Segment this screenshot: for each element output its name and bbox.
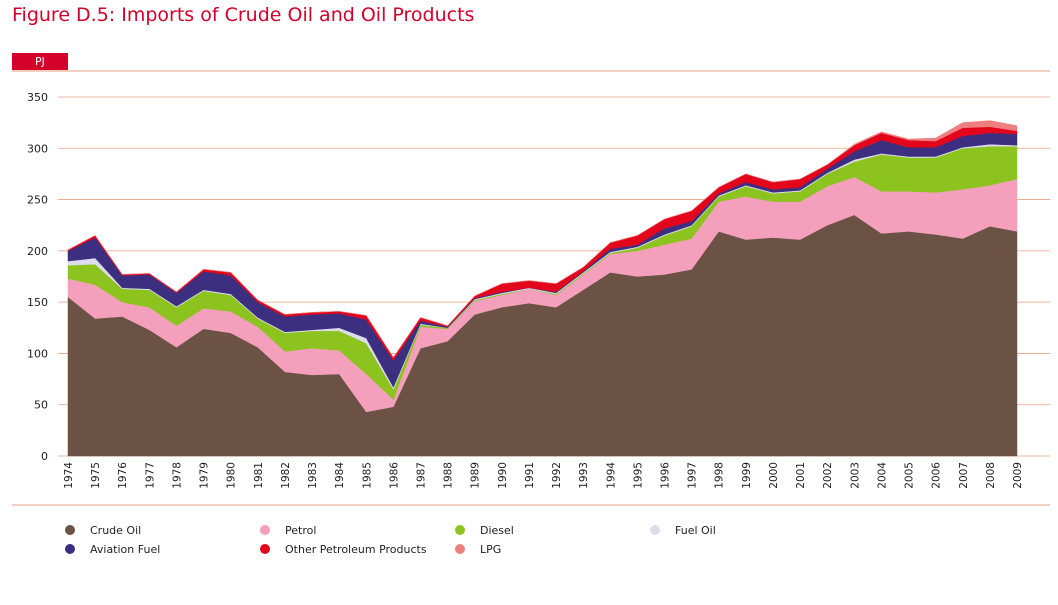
x-tick-label: 1986	[388, 462, 400, 489]
legend-marker	[455, 544, 465, 554]
x-tick-label: 1993	[578, 462, 590, 489]
x-tick-label: 1998	[714, 462, 726, 489]
x-tick-label: 1991	[524, 462, 536, 489]
legend-label: Crude Oil	[90, 524, 141, 537]
legend-label: Petrol	[285, 524, 316, 537]
chart-title: Figure D.5: Imports of Crude Oil and Oil…	[12, 4, 474, 26]
x-tick-label: 1975	[90, 462, 102, 489]
x-tick-label: 1994	[605, 462, 617, 489]
legend-label: LPG	[480, 543, 501, 556]
x-tick-label: 1974	[63, 462, 75, 489]
y-tick-label: 200	[27, 245, 48, 258]
x-tick-label: 1980	[226, 462, 238, 489]
x-tick-label: 1989	[470, 462, 482, 489]
y-tick-label: 250	[27, 194, 48, 207]
y-tick-label: 50	[34, 399, 48, 412]
legend-label: Fuel Oil	[675, 524, 716, 537]
legend-label: Other Petroleum Products	[285, 543, 427, 556]
x-tick-label: 1983	[307, 462, 319, 489]
x-tick-label: 2002	[822, 462, 834, 489]
x-tick-label: 1977	[144, 462, 156, 489]
x-tick-label: 2008	[985, 462, 997, 489]
x-tick-label: 1990	[497, 462, 509, 489]
area	[67, 120, 1018, 358]
x-tick-label: 2001	[795, 462, 807, 489]
x-tick-label: 2007	[958, 462, 970, 489]
x-tick-label: 2005	[904, 462, 916, 489]
x-tick-label: 2006	[931, 462, 943, 489]
legend-marker	[455, 525, 465, 535]
y-tick-label: 350	[27, 91, 48, 104]
legend-marker	[65, 525, 75, 535]
x-tick-label: 1982	[280, 462, 292, 489]
x-tick-label: 2003	[849, 462, 861, 489]
x-tick-label: 1976	[117, 462, 129, 489]
legend-marker	[260, 544, 270, 554]
x-tick-label: 1996	[660, 462, 672, 489]
x-tick-label: 1985	[361, 462, 373, 489]
y-tick-label: 150	[27, 296, 48, 309]
y-tick-label: 100	[27, 347, 48, 360]
x-tick-label: 1987	[415, 462, 427, 489]
x-tick-label: 2004	[876, 462, 888, 489]
x-tick-label: 1995	[632, 462, 644, 489]
x-tick-label: 1992	[551, 462, 563, 489]
x-tick-label: 2000	[768, 462, 780, 489]
legend-marker	[260, 525, 270, 535]
legend-label: Aviation Fuel	[90, 543, 160, 556]
x-tick-label: 1999	[741, 462, 753, 489]
x-tick-label: 1988	[443, 462, 455, 489]
legend-label: Diesel	[480, 524, 514, 537]
y-tick-label: 0	[41, 450, 48, 463]
x-tick-label: 1981	[253, 462, 265, 489]
x-tick-label: 1978	[171, 462, 183, 489]
x-tick-label: 1979	[199, 462, 211, 489]
legend-marker	[650, 525, 660, 535]
y-tick-label: 300	[27, 142, 48, 155]
legend-marker	[65, 544, 75, 554]
x-tick-label: 1984	[334, 462, 346, 489]
x-tick-label: 1997	[687, 462, 699, 489]
y-axis-label: PJ	[35, 55, 45, 68]
unit-box	[12, 53, 68, 70]
x-tick-label: 2009	[1012, 462, 1024, 489]
